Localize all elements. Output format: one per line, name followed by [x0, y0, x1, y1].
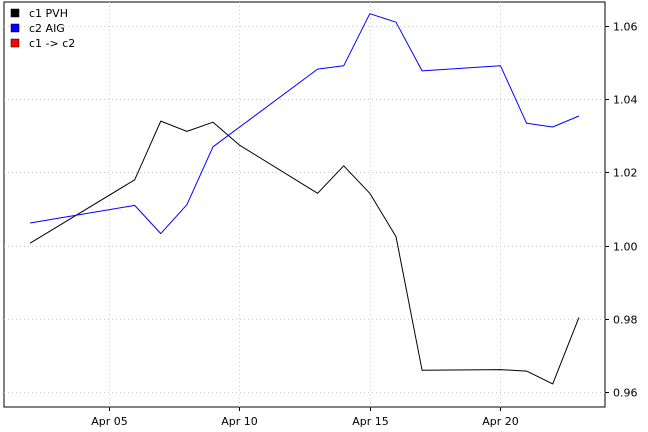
y-axis: 0.96 0.98 1.00 1.02 1.04 1.06	[605, 21, 638, 400]
y-tick-label: 1.00	[613, 241, 638, 254]
y-tick-label: 1.06	[613, 21, 638, 34]
x-tick-label: Apr 05	[91, 415, 128, 428]
legend-label: c2 AIG	[29, 22, 65, 35]
y-tick-label: 1.02	[613, 167, 638, 180]
x-tick-label: Apr 15	[352, 415, 389, 428]
legend-label: c1 PVH	[29, 7, 68, 20]
x-axis: Apr 05 Apr 10 Apr 15 Apr 20	[91, 407, 519, 428]
legend-swatch	[10, 38, 20, 48]
y-tick-label: 1.04	[613, 94, 638, 107]
legend-swatch	[10, 8, 20, 18]
legend-label: c1 -> c2	[29, 37, 75, 50]
plot-frame	[3, 1, 606, 408]
y-tick-label: 0.98	[613, 314, 638, 327]
y-tick-label: 0.96	[613, 387, 638, 400]
legend-swatch	[10, 23, 20, 33]
grid-lines	[4, 2, 605, 407]
series-line-2	[30, 13, 580, 235]
series-layer	[29, 13, 580, 385]
x-tick-label: Apr 20	[482, 415, 519, 428]
legend: c1 PVH c2 AIG c1 -> c2	[10, 7, 75, 50]
series-line-1	[29, 120, 580, 385]
x-tick-label: Apr 10	[221, 415, 258, 428]
